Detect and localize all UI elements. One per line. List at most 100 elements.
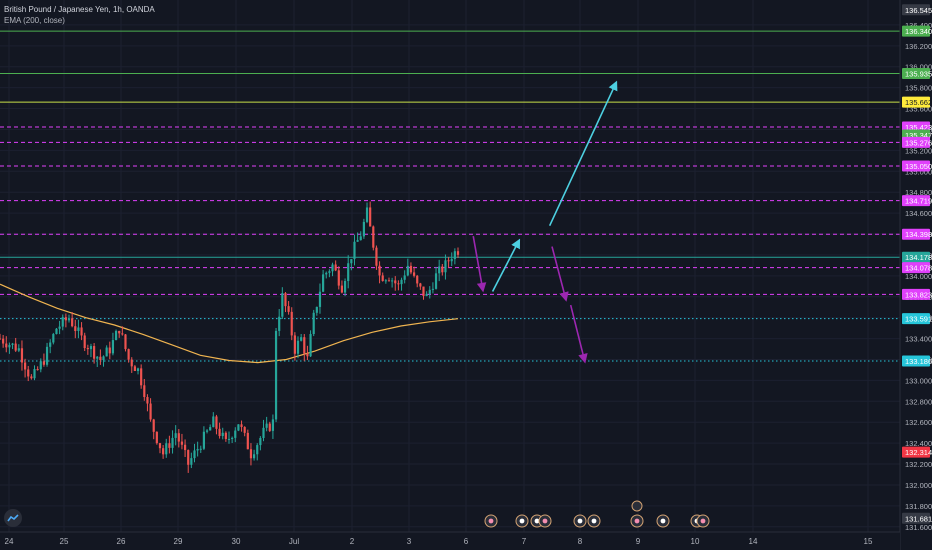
candle-body [409, 265, 413, 273]
candlesticks [0, 201, 460, 473]
candle-body [118, 330, 121, 334]
candle-body [243, 427, 246, 433]
candle-body [136, 368, 140, 372]
candle-body [334, 264, 337, 271]
candle-body [378, 265, 381, 276]
time-tick-label: 9 [636, 537, 641, 546]
price-badge [902, 228, 930, 240]
event-icon-dot [591, 518, 597, 524]
candle-body [183, 444, 187, 451]
candle-body [372, 226, 375, 248]
economic-event-icon[interactable] [696, 514, 710, 528]
candle-body [155, 431, 158, 444]
candle-body [425, 293, 428, 296]
event-icon-ring [631, 500, 643, 512]
candle-body [111, 340, 115, 354]
candle-body [114, 330, 118, 341]
economic-event-icon[interactable] [538, 514, 552, 528]
candle-body [74, 326, 77, 332]
candle-body [246, 432, 249, 450]
price-badge [902, 160, 930, 172]
candle-body [343, 281, 347, 293]
price-tick-label: 135.000 [905, 167, 932, 176]
price-badge-label: 133.186 [905, 357, 932, 366]
time-tick-label: 2 [350, 537, 355, 546]
event-icon-dot [534, 518, 540, 524]
candle-body [33, 369, 36, 379]
candle-body [36, 369, 39, 371]
candle-body [196, 449, 199, 451]
candle-body [61, 317, 64, 327]
time-tick-label: Jul [289, 537, 299, 546]
price-badge [902, 262, 930, 274]
time-tick-label: 15 [864, 537, 873, 546]
price-badge-label: 134.078 [905, 264, 932, 273]
price-badge [902, 446, 930, 458]
candle-body [284, 293, 287, 307]
event-icon-dot [488, 518, 494, 524]
candle-body [375, 247, 378, 266]
ema-line [0, 283, 459, 364]
candle-body [215, 416, 218, 429]
price-badge [902, 251, 930, 263]
economic-event-icon[interactable] [656, 514, 670, 528]
time-tick-label: 6 [464, 537, 469, 546]
economic-event-icon[interactable] [631, 500, 643, 512]
price-badge [902, 96, 930, 108]
candle-body [162, 448, 165, 455]
candle-body [306, 353, 309, 357]
candle-body [42, 361, 46, 365]
price-badge-label: 132.314 [905, 448, 932, 457]
candle-body [416, 275, 419, 284]
price-tick-label: 133.000 [905, 376, 932, 385]
candle-body [237, 424, 240, 431]
candle-body [58, 326, 61, 329]
candle-body [362, 221, 365, 237]
candle-body [180, 441, 184, 445]
price-tick-label: 135.200 [905, 146, 932, 155]
price-badge-label: 136.545 [905, 6, 932, 15]
candle-body [52, 334, 55, 343]
candle-body [80, 327, 83, 336]
candle-body [17, 348, 20, 351]
tradingview-logo-icon[interactable] [4, 509, 22, 527]
price-badge [902, 512, 930, 524]
candle-body [444, 260, 447, 273]
price-badge [902, 288, 930, 300]
candle-body [309, 334, 312, 357]
candle-body [347, 263, 350, 282]
candle-body [394, 280, 397, 284]
economic-event-icon[interactable] [515, 514, 529, 528]
candle-body [356, 240, 359, 242]
price-tick-label: 132.400 [905, 439, 932, 448]
candle-body [271, 419, 275, 431]
time-axis[interactable]: 24 25 26 29 30 Jul 2 3 6 7 8 9 10 14 15 [0, 531, 900, 550]
candle-body [322, 274, 325, 292]
candle-body [240, 424, 243, 428]
candle-body [359, 236, 362, 241]
event-icon-dot [700, 518, 706, 524]
price-axis[interactable]: 136.400 136.200 136.000 135.800 135.600 135.4… [899, 0, 932, 550]
event-markers[interactable] [484, 500, 710, 528]
economic-event-icon[interactable] [630, 514, 644, 528]
arrow-cyan [548, 80, 618, 226]
candle-body [165, 443, 168, 455]
time-tick-label: 29 [174, 537, 183, 546]
price-tick-label: 131.600 [905, 523, 932, 532]
economic-event-icon[interactable] [484, 514, 498, 528]
candle-body [146, 397, 149, 404]
candle-body [312, 312, 315, 335]
candle-body [441, 266, 444, 273]
price-tick-label: 135.600 [905, 105, 932, 114]
price-badge-label: 134.719 [905, 197, 932, 206]
price-badge [902, 355, 930, 367]
economic-event-icon[interactable] [573, 514, 587, 528]
time-tick-label: 8 [578, 537, 583, 546]
candle-body [431, 288, 435, 290]
candle-body [265, 423, 268, 428]
candle-body [400, 279, 403, 285]
candle-body [130, 359, 133, 367]
time-axis-background [0, 532, 900, 550]
economic-event-icon[interactable] [587, 514, 601, 528]
